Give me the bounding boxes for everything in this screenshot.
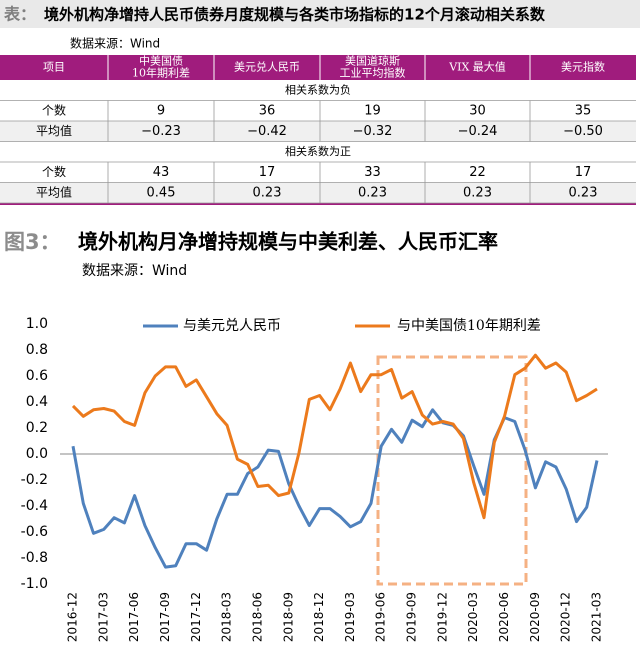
y-tick-label: 0.8: [26, 342, 48, 358]
plot: 1.0 0.8 0.6 0.4 0.2 0.0 -0.2 -0.4 -0.6 -0.8 -1.0 20…: [21, 316, 608, 642]
table-source: 数据来源：Wind: [70, 36, 160, 51]
legend-label: 与美元兑人民币: [183, 318, 281, 334]
y-tick-label: -0.8: [21, 550, 48, 566]
cell: 30: [469, 103, 486, 118]
header-cell: 美元指数: [561, 60, 605, 74]
x-tick-label: 2019-06: [374, 592, 388, 642]
x-tick-label: 2017-06: [127, 592, 141, 642]
cell: 35: [575, 103, 592, 118]
x-tick-label: 2020-12: [559, 592, 573, 642]
cell: −0.50: [563, 124, 603, 139]
row-label: 平均值: [36, 184, 72, 199]
x-tick-label: 2017-03: [96, 592, 110, 642]
y-tick-label: 0.0: [26, 446, 48, 462]
header-cell: 美国道琼斯: [345, 54, 400, 68]
y-tick-label: -1.0: [21, 576, 48, 592]
series-line: [71, 353, 598, 520]
x-tick-label: 2020-03: [466, 592, 480, 642]
header-cell: VIX 最大值: [448, 60, 506, 74]
y-tick-label: 0.2: [26, 420, 48, 436]
y-tick-label: -0.2: [21, 472, 48, 488]
y-tick-label: -0.4: [21, 498, 48, 514]
legend-label: 与中美国债10年期利差: [397, 318, 541, 334]
cell: −0.24: [458, 124, 498, 139]
x-tick-label: 2020-06: [497, 592, 511, 642]
cell: 0.45: [147, 185, 176, 200]
header-cell: 10年期利差: [132, 66, 190, 80]
cell: −0.23: [141, 124, 181, 139]
row-bg: [0, 182, 636, 203]
section-label: 相关系数为正: [285, 144, 351, 158]
x-tick-label: 2016-12: [66, 592, 80, 642]
table-label: 表：: [3, 5, 36, 24]
cell: 17: [575, 165, 592, 180]
row-label: 平均值: [36, 123, 72, 138]
x-tick-label: 2018-06: [250, 592, 264, 642]
header-cell: 工业平均指数: [340, 66, 406, 80]
chart-label: 图3：: [4, 230, 61, 254]
y-tick-label: -0.6: [21, 524, 48, 540]
x-tick-label: 2019-03: [343, 592, 357, 642]
x-tick-label: 2017-09: [158, 592, 172, 642]
cell: −0.32: [353, 124, 393, 139]
x-tick-label: 2018-12: [312, 592, 326, 642]
cell: 0.23: [569, 185, 598, 200]
row-label: 个数: [42, 102, 66, 117]
cell: −0.42: [247, 124, 287, 139]
table-header-bg: [0, 55, 636, 80]
header-cell: 项目: [43, 61, 65, 74]
x-tick-label: 2020-09: [528, 592, 542, 642]
cell: 0.23: [463, 185, 492, 200]
row-label: 个数: [42, 164, 66, 179]
x-tick-label: 2018-09: [281, 592, 295, 642]
y-tick-label: 1.0: [26, 316, 48, 332]
series-line: [71, 408, 599, 569]
cell: 17: [259, 165, 276, 180]
chart-source: 数据来源：Wind: [82, 263, 187, 279]
cell: 0.23: [358, 185, 387, 200]
cell: 33: [364, 165, 381, 180]
cell: 43: [153, 165, 170, 180]
section-label: 相关系数为负: [285, 82, 351, 96]
x-tick-label: 2019-12: [435, 592, 449, 642]
x-tick-label: 2019-09: [405, 592, 419, 642]
cell: 36: [259, 103, 276, 118]
table-title: 境外机构净增持人民币债券月度规模与各类市场指标的12个月滚动相关系数: [44, 6, 546, 24]
header-cell: 中美国债: [139, 54, 183, 68]
chart-title: 境外机构月净增持规模与中美利差、人民币汇率: [78, 230, 498, 254]
title-bar: [0, 0, 640, 28]
x-tick-label: 2017-12: [189, 592, 203, 642]
row-bg: [0, 121, 636, 142]
cell: 9: [157, 103, 165, 118]
cell: 22: [469, 165, 486, 180]
header-cell: 美元兑人民币: [234, 60, 300, 74]
x-tick-label: 2018-03: [220, 592, 234, 642]
cell: 19: [364, 103, 381, 118]
cell: 0.23: [253, 185, 282, 200]
x-tick-label: 2021-03: [590, 592, 604, 642]
table-bottom-rule: [0, 202, 636, 205]
y-tick-label: 0.4: [26, 394, 48, 410]
y-tick-label: 0.6: [26, 368, 48, 384]
